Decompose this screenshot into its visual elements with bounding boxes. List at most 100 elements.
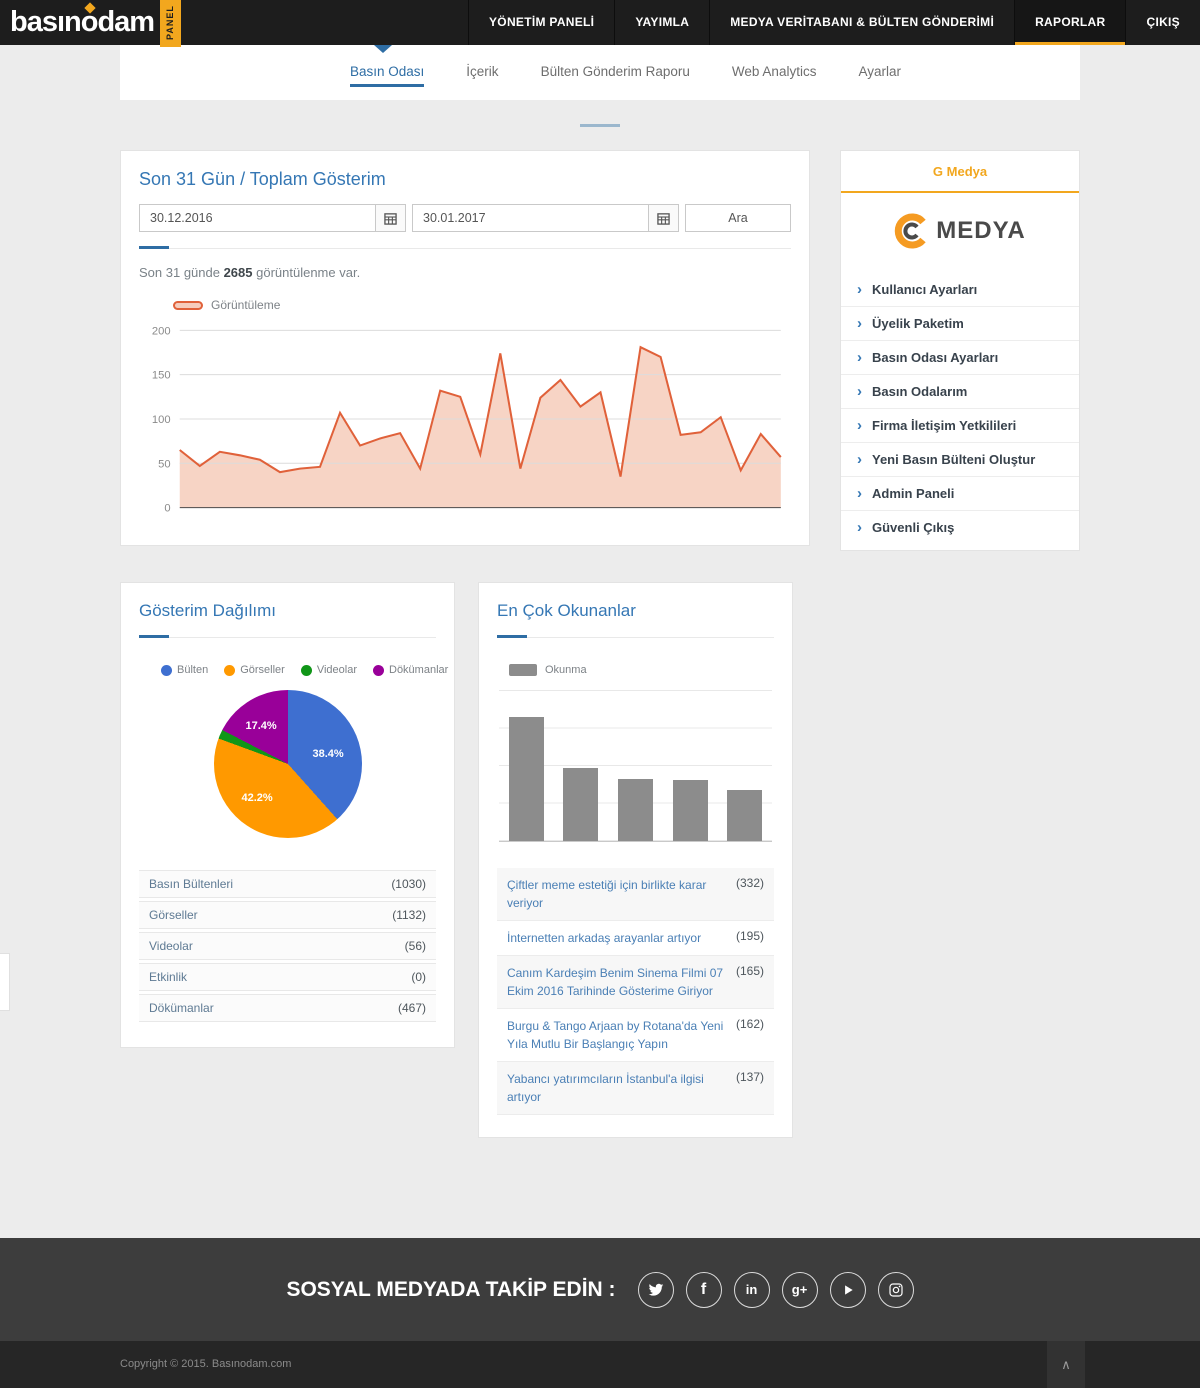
date-from-field bbox=[139, 204, 406, 232]
list-item: Yabancı yatırımcıların İstanbul'a ilgisi… bbox=[497, 1062, 774, 1115]
read-count: (165) bbox=[735, 964, 764, 978]
instagram-icon bbox=[888, 1282, 903, 1297]
sidebar-menu: › Kullanıcı Ayarları › Üyelik Paketim › Basın… bbox=[841, 273, 1079, 550]
svg-text:150: 150 bbox=[152, 370, 171, 382]
app-logo[interactable]: basınodam PANEL bbox=[0, 0, 182, 47]
top-read-list: Çiftler meme estetiği için birlikte kara… bbox=[497, 868, 774, 1115]
table-row-videolar: Videolar (56) bbox=[139, 932, 436, 960]
tab-i-erik[interactable]: İçerik bbox=[466, 64, 499, 79]
chevron-right-icon: › bbox=[857, 315, 862, 332]
nav-item-y-neti-m-paneli[interactable]: YÖNETİM PANELİ bbox=[468, 0, 614, 45]
pie-slice-label: 38.4% bbox=[312, 748, 344, 760]
distribution-title: Gösterim Dağılımı bbox=[139, 601, 276, 620]
row-label: Basın Bültenleri bbox=[149, 877, 234, 891]
table-row-d-k-manlar: Dökümanlar (467) bbox=[139, 994, 436, 1022]
row-count: (467) bbox=[397, 1001, 426, 1015]
social-play-button[interactable] bbox=[829, 1271, 866, 1308]
date-from-calendar-button[interactable] bbox=[375, 205, 405, 231]
sidebar-item-bas-n-odas-ayarlar[interactable]: › Basın Odası Ayarları bbox=[841, 341, 1079, 375]
social-linkedin-button[interactable]: in bbox=[733, 1271, 770, 1308]
svg-text:100: 100 bbox=[152, 414, 171, 426]
pie-graphic bbox=[213, 690, 362, 838]
article-link[interactable]: İnternetten arkadaş arayanlar artıyor bbox=[507, 931, 702, 945]
legend-label: Görseller bbox=[240, 664, 285, 676]
legend-label: Görüntüleme bbox=[211, 298, 281, 312]
pie-legend-d-k-manlar: Dökümanlar bbox=[373, 664, 448, 676]
tab-bas-n-odas[interactable]: Basın Odası bbox=[350, 45, 425, 87]
date-from-input[interactable] bbox=[140, 205, 375, 231]
article-link[interactable]: Yabancı yatırımcıların İstanbul'a ilgisi… bbox=[507, 1072, 704, 1104]
article-link[interactable]: Çiftler meme estetiği için birlikte kara… bbox=[507, 878, 707, 910]
social-facebook-button[interactable]: f bbox=[685, 1271, 722, 1308]
row-count: (0) bbox=[411, 970, 426, 984]
tab-ayarlar[interactable]: Ayarlar bbox=[858, 64, 901, 79]
report-tabs: Basın Odası İçerik Bülten Gönderim Raporu W… bbox=[120, 45, 1080, 100]
chevron-up-icon: ∧ bbox=[1061, 1356, 1071, 1372]
sidebar-item-label: Güvenli Çıkış bbox=[872, 520, 955, 535]
social-instagram-button[interactable] bbox=[877, 1271, 914, 1308]
legend-dot-icon bbox=[300, 664, 312, 676]
legend-dot-icon bbox=[224, 664, 236, 676]
tab-web-analytics[interactable]: Web Analytics bbox=[731, 64, 817, 79]
sidebar-item-firma-i-leti-im-yetkilileri[interactable]: › Firma İletişim Yetkilileri bbox=[841, 409, 1079, 443]
social-google-plus-button[interactable]: g+ bbox=[781, 1271, 818, 1308]
social-twitter-button[interactable] bbox=[637, 1271, 674, 1308]
date-to-field bbox=[412, 204, 679, 232]
date-to-input[interactable] bbox=[413, 205, 648, 231]
table-row-bas-n-b-ltenleri: Basın Bültenleri (1030) bbox=[139, 870, 436, 898]
top-navbar: basınodam PANEL YÖNETİM PANELİ YAYIMLA MED… bbox=[0, 0, 1200, 47]
sidebar-item-bas-n-odalar-m[interactable]: › Basın Odalarım bbox=[841, 375, 1079, 409]
legend-dot-icon bbox=[161, 664, 172, 676]
nav-item-yayimla[interactable]: YAYIMLA bbox=[614, 0, 709, 45]
date-to-calendar-button[interactable] bbox=[648, 205, 678, 231]
table-row-g-rseller: Görseller (1132) bbox=[139, 901, 436, 929]
legend-line-swatch bbox=[173, 300, 203, 310]
sidebar-company-name: G Medya bbox=[841, 151, 1079, 193]
sidebar-item-label: Üyelik Paketim bbox=[872, 316, 964, 331]
tab-b-lten-g-nderim-raporu[interactable]: Bülten Gönderim Raporu bbox=[540, 64, 690, 79]
list-item: İnternetten arkadaş arayanlar artıyor (19… bbox=[497, 921, 774, 956]
sidebar-item-yeni-bas-n-b-lteni-olu-tur[interactable]: › Yeni Basın Bülteni Oluştur bbox=[841, 443, 1079, 477]
pie-legend-b-lten: Bülten bbox=[161, 664, 208, 676]
nav-item-medya-veri-tabani-b-lten-g-nderi-mi[interactable]: MEDYA VERİTABANI & BÜLTEN GÖNDERİMİ bbox=[709, 0, 1014, 45]
main-menu: YÖNETİM PANELİ YAYIMLA MEDYA VERİTABANI & … bbox=[468, 0, 1200, 45]
nav-item-iki[interactable]: ÇIKIŞ bbox=[1125, 0, 1200, 45]
sidebar-item-label: Basın Odalarım bbox=[872, 384, 968, 399]
bar-chart-legend: Okunma bbox=[509, 664, 774, 676]
sidebar-item-admin-paneli[interactable]: › Admin Paneli bbox=[841, 477, 1079, 511]
row-label: Görseller bbox=[149, 908, 198, 922]
pie-legend-g-rseller: Görseller bbox=[224, 664, 285, 676]
sidebar-item-yelik-paketim[interactable]: › Üyelik Paketim bbox=[841, 307, 1079, 341]
article-link[interactable]: Burgu & Tango Arjaan by Rotana'da Yeni Y… bbox=[507, 1019, 724, 1051]
article-link[interactable]: Canım Kardeşim Benim Sinema Filmi 07 Eki… bbox=[507, 966, 724, 998]
sidebar-item-label: Kullanıcı Ayarları bbox=[872, 282, 978, 297]
chevron-right-icon: › bbox=[857, 519, 862, 536]
title-divider bbox=[139, 635, 436, 638]
sidebar-item-kullan-c-ayarlar[interactable]: › Kullanıcı Ayarları bbox=[841, 273, 1079, 307]
sidebar-item-g-venli-k[interactable]: › Güvenli Çıkış bbox=[841, 511, 1079, 544]
list-item: Canım Kardeşim Benim Sinema Filmi 07 Eki… bbox=[497, 956, 774, 1009]
facebook-icon: f bbox=[700, 1280, 707, 1298]
title-divider bbox=[497, 635, 774, 638]
row-count: (1030) bbox=[391, 877, 426, 891]
svg-text:50: 50 bbox=[158, 458, 170, 470]
top-read-panel: En Çok Okunanlar Okunma Çiftler meme est… bbox=[478, 582, 793, 1138]
title-divider bbox=[139, 246, 791, 249]
top-read-title: En Çok Okunanlar bbox=[497, 601, 636, 620]
side-widget-tab[interactable] bbox=[0, 953, 10, 1011]
legend-label: Bülten bbox=[177, 664, 209, 676]
sidebar-item-label: Admin Paneli bbox=[872, 486, 955, 501]
search-button[interactable]: Ara bbox=[685, 204, 791, 232]
views-area-chart: 0 50 100 150 200 bbox=[152, 325, 782, 515]
nav-item-raporlar[interactable]: RAPORLAR bbox=[1014, 0, 1126, 45]
calendar-icon bbox=[384, 212, 397, 225]
row-count: (1132) bbox=[392, 908, 426, 922]
legend-label: Videolar bbox=[316, 664, 357, 676]
scroll-top-button[interactable]: ∧ bbox=[1047, 1341, 1085, 1388]
social-heading: SOSYAL MEDYADA TAKİP EDİN : bbox=[286, 1277, 616, 1301]
play-icon bbox=[844, 1284, 853, 1295]
linkedin-icon: in bbox=[745, 1282, 758, 1297]
bar-3 bbox=[617, 779, 653, 841]
bar-5 bbox=[727, 789, 763, 841]
